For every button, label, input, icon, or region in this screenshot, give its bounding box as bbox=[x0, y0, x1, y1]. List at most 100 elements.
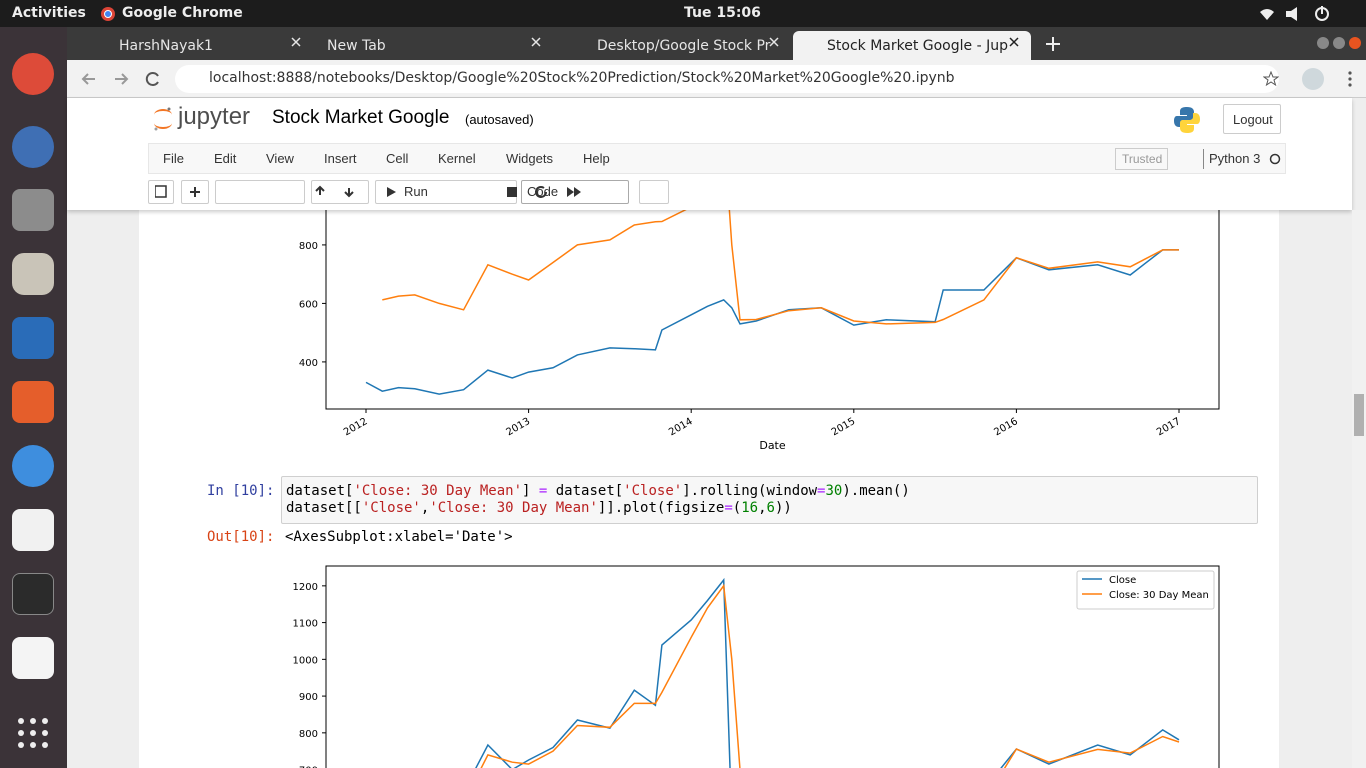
logout-button[interactable]: Logout bbox=[1223, 104, 1281, 134]
dock-thunderbird[interactable] bbox=[12, 126, 54, 168]
y-tick-label: 1200 bbox=[293, 582, 318, 593]
new-tab[interactable] bbox=[1046, 37, 1060, 51]
code-token: 'Close: 30 Day Mean' bbox=[353, 483, 523, 499]
dock-software[interactable] bbox=[12, 381, 54, 423]
code-input[interactable]: dataset['Close: 30 Day Mean'] = dataset[… bbox=[281, 476, 1258, 524]
clock[interactable]: Tue 15:06 bbox=[684, 5, 761, 21]
dock-app[interactable] bbox=[12, 637, 54, 679]
legend-label: Close bbox=[1109, 575, 1136, 586]
nav-buttons[interactable] bbox=[81, 71, 161, 87]
dock-chrome[interactable] bbox=[12, 53, 54, 95]
profile[interactable] bbox=[1301, 67, 1325, 91]
dock-show-apps[interactable] bbox=[17, 717, 49, 749]
menu-item[interactable]: Insert bbox=[324, 151, 357, 166]
scroll-thumb[interactable] bbox=[1354, 394, 1364, 436]
toolbar-icons bbox=[155, 185, 581, 198]
code-token: ]].plot(figsize bbox=[597, 500, 725, 516]
code-token: ] bbox=[522, 483, 539, 499]
x-tick-label: 2013 bbox=[505, 416, 533, 438]
bookmark-star[interactable] bbox=[1263, 71, 1279, 87]
code-token: ).mean() bbox=[842, 483, 910, 499]
x-tick-label: 2017 bbox=[1155, 416, 1183, 438]
url[interactable]: localhost:8888/notebooks/Desktop/Google%… bbox=[209, 70, 955, 86]
menu-item[interactable]: File bbox=[163, 151, 184, 166]
tab-title: Stock Market Google - Jup bbox=[827, 38, 1008, 54]
activities[interactable]: Activities bbox=[12, 5, 86, 21]
separator bbox=[1203, 149, 1204, 169]
notebook-header: jupyter Stock Market Google (autosaved) … bbox=[67, 98, 1352, 210]
keyboard-button[interactable] bbox=[639, 180, 669, 204]
kernel-name[interactable]: Python 3 bbox=[1209, 151, 1261, 166]
jupyter-logo[interactable]: jupyter bbox=[178, 103, 251, 130]
autosave-status: (autosaved) bbox=[465, 112, 534, 127]
code-token: = bbox=[724, 500, 733, 516]
dock-writer[interactable] bbox=[12, 317, 54, 359]
tab-close[interactable] bbox=[291, 37, 301, 47]
menu-item[interactable]: Cell bbox=[386, 151, 409, 166]
tab-close[interactable] bbox=[1009, 37, 1019, 47]
scrollbar[interactable] bbox=[1352, 210, 1366, 768]
omnibox[interactable]: localhost:8888/notebooks/Desktop/Google%… bbox=[175, 65, 1279, 93]
code-token: dataset[ bbox=[547, 483, 624, 499]
address-row: localhost:8888/notebooks/Desktop/Google%… bbox=[67, 60, 1366, 98]
run-label[interactable]: Run bbox=[404, 184, 428, 199]
menu-item[interactable]: Widgets bbox=[506, 151, 553, 166]
input-prompt: In [10]: bbox=[207, 483, 275, 499]
run-button[interactable]: Run bbox=[375, 180, 517, 204]
trusted-indicator[interactable]: Trusted bbox=[1115, 148, 1168, 170]
cell-type-select[interactable]: Code bbox=[521, 180, 629, 204]
clipboard-buttons[interactable] bbox=[215, 180, 305, 204]
y-tick-label: 1000 bbox=[293, 655, 318, 666]
line-series bbox=[480, 583, 1180, 768]
y-tick-label: 800 bbox=[299, 241, 318, 252]
plot-area bbox=[325, 565, 1220, 768]
tab[interactable]: New Tab bbox=[315, 31, 553, 60]
legend-label: Close: 30 Day Mean bbox=[1109, 590, 1209, 601]
chart: 700 800 900 1000 1100 1200 Close Close: 30 Day … bbox=[293, 565, 1220, 768]
menu-item[interactable]: View bbox=[266, 151, 294, 166]
status-icons[interactable] bbox=[1258, 6, 1358, 22]
kernel-status bbox=[1269, 153, 1281, 165]
tab-title: New Tab bbox=[327, 38, 386, 54]
y-tick-label: 400 bbox=[299, 358, 318, 369]
legend-box bbox=[1076, 570, 1215, 610]
code-token: ( bbox=[732, 500, 742, 516]
code-token: = bbox=[538, 483, 548, 499]
dock-amazon[interactable] bbox=[12, 509, 54, 551]
dock-rhythmbox[interactable] bbox=[12, 253, 54, 295]
line-series bbox=[365, 249, 1179, 395]
menu-item[interactable]: Kernel bbox=[438, 151, 476, 166]
app-menu[interactable]: Google Chrome bbox=[122, 5, 243, 21]
x-tick-label: 2016 bbox=[992, 416, 1020, 438]
top-bar: Activities Google Chrome Tue 15:06 bbox=[0, 0, 1366, 27]
code-token: , bbox=[758, 500, 767, 516]
tab-close[interactable] bbox=[531, 37, 541, 47]
code-token: dataset[[ bbox=[286, 500, 362, 516]
code-token: ].rolling(window bbox=[682, 483, 818, 499]
dock-files[interactable] bbox=[12, 189, 54, 231]
logout-label[interactable]: Logout bbox=[1233, 112, 1273, 127]
menu-dots[interactable] bbox=[1347, 71, 1353, 87]
dock-help[interactable] bbox=[12, 445, 54, 487]
menu-item[interactable]: Edit bbox=[214, 151, 237, 166]
python-logo bbox=[1174, 107, 1200, 133]
y-tick-label: 800 bbox=[299, 729, 318, 740]
dock-terminal[interactable] bbox=[12, 573, 54, 615]
tab-active[interactable]: Stock Market Google - Jup bbox=[793, 31, 1031, 60]
window-controls[interactable] bbox=[1317, 36, 1363, 50]
tab-close[interactable] bbox=[769, 37, 779, 47]
cell-type[interactable]: Code bbox=[527, 184, 559, 199]
notebook-title[interactable]: Stock Market Google bbox=[272, 107, 450, 128]
output-text: <AxesSubplot:xlabel='Date'> bbox=[285, 529, 513, 545]
tab-title: HarshNayak1 bbox=[119, 38, 213, 54]
tab[interactable]: Desktop/Google Stock Pr bbox=[553, 31, 791, 60]
code-token: = bbox=[817, 483, 826, 499]
save-button[interactable] bbox=[148, 180, 174, 204]
jupyter-logo-icon bbox=[154, 107, 172, 131]
tab[interactable]: HarshNayak1 bbox=[75, 31, 313, 60]
x-axis-label: Date bbox=[759, 439, 786, 452]
menu-item[interactable]: Help bbox=[583, 151, 610, 166]
code-token: 'Close: 30 Day Mean' bbox=[429, 500, 598, 516]
code-token: 6 bbox=[766, 500, 775, 516]
